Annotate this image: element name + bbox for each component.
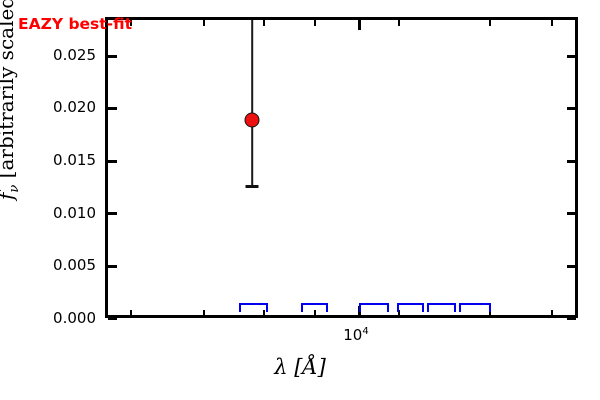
- x-tick-major-t-1e4: [358, 19, 361, 30]
- x-tick-minor-b-3: [314, 309, 316, 316]
- y-tick-major-0: [107, 317, 117, 320]
- y-tick-major-right-4: [566, 107, 576, 110]
- y-tick-major-2: [107, 212, 117, 215]
- x-axis-title-unit: [Å]: [294, 355, 326, 379]
- y-axis-title-rest: [arbitrarily scaled]: [0, 0, 18, 179]
- x-tick-minor-t-5: [398, 19, 400, 26]
- x-tick-minor-b-7: [551, 309, 553, 316]
- y-tick-major-right-0: [566, 317, 576, 320]
- filter-box-0: [239, 303, 268, 312]
- y-tick-label-3: 0.015: [53, 151, 96, 169]
- y-axis-title-subscript: ν: [7, 184, 22, 193]
- x-tick-minor-t-7: [551, 19, 553, 26]
- filter-box-1: [301, 303, 328, 312]
- x-tick-label-1e4: 104: [343, 326, 369, 344]
- x-tick-label-exponent: 4: [362, 326, 369, 337]
- filter-box-3: [397, 303, 424, 312]
- y-tick-major-right-3: [566, 159, 576, 163]
- plot-axes: [105, 17, 578, 320]
- plot-data-area: [108, 20, 575, 315]
- x-tick-minor-b-1: [203, 309, 205, 316]
- x-axis-title-symbol: λ: [274, 355, 288, 379]
- x-tick-minor-b-2: [263, 309, 265, 316]
- filter-box-4: [427, 303, 456, 312]
- errorbar-line: [251, 20, 253, 187]
- y-tick-major-3: [107, 159, 117, 163]
- y-tick-major-right-5: [566, 54, 576, 58]
- y-tick-major-5: [107, 54, 117, 58]
- data-point-photometry[interactable]: [244, 112, 260, 128]
- y-tick-major-right-2: [566, 212, 576, 215]
- x-tick-minor-b-0: [130, 309, 132, 316]
- y-tick-major-4: [107, 107, 117, 110]
- y-tick-major-1: [107, 264, 117, 268]
- filter-box-2: [359, 303, 389, 312]
- x-tick-minor-t-3: [314, 19, 316, 26]
- x-tick-minor-t-1: [203, 19, 205, 26]
- x-tick-minor-b-6: [489, 309, 491, 316]
- y-tick-label-1: 0.005: [53, 256, 96, 274]
- y-axis-title-symbol: f: [0, 193, 18, 200]
- y-tick-label-2: 0.010: [53, 204, 96, 222]
- errorbar-lower-cap: [245, 185, 259, 188]
- x-axis-title: λ [Å]: [0, 355, 600, 379]
- y-tick-major-right-1: [566, 264, 576, 268]
- x-tick-minor-t-0: [130, 19, 132, 26]
- y-tick-label-4: 0.020: [53, 98, 96, 116]
- x-tick-minor-b-5: [398, 309, 400, 316]
- x-tick-minor-t-6: [489, 19, 491, 26]
- x-tick-minor-t-2: [263, 19, 265, 26]
- eazy-best-fit-annotation: EAZY best-fit: [18, 15, 133, 33]
- y-tick-label-5: 0.025: [53, 46, 96, 64]
- filter-box-5: [459, 303, 491, 312]
- y-tick-label-0: 0.000: [53, 309, 96, 327]
